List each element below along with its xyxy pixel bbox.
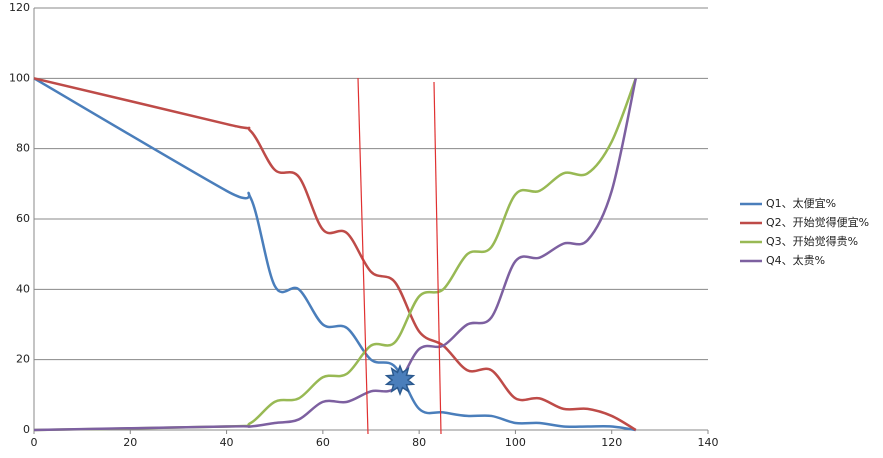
line-series xyxy=(33,77,637,432)
legend-label: Q1、太便宜% xyxy=(766,196,836,210)
y-tick-label: 120 xyxy=(9,1,30,14)
intersection-star xyxy=(384,363,416,397)
x-tick-label: 20 xyxy=(123,436,137,449)
x-tick-label: 140 xyxy=(698,436,719,449)
legend-label: Q3、开始觉得贵% xyxy=(766,234,858,248)
y-tick-label: 40 xyxy=(16,282,30,295)
x-tick-label: 120 xyxy=(601,436,622,449)
y-tick-label: 0 xyxy=(23,423,30,436)
marker-line xyxy=(433,81,442,435)
y-tick-label: 20 xyxy=(16,353,30,366)
x-tick-label: 40 xyxy=(220,436,234,449)
y-tick-label: 100 xyxy=(9,71,30,84)
y-tick-label: 80 xyxy=(16,142,30,155)
x-tick-label: 100 xyxy=(505,436,526,449)
legend-label: Q2、开始觉得便宜% xyxy=(766,215,869,229)
marker-line xyxy=(357,77,369,435)
legend-label: Q4、太贵% xyxy=(766,254,825,267)
x-tick-label: 80 xyxy=(412,436,426,449)
x-tick-label: 0 xyxy=(31,436,38,449)
y-tick-label: 60 xyxy=(16,212,30,225)
line-series xyxy=(33,78,638,432)
annotations xyxy=(357,77,442,435)
x-tick-label: 60 xyxy=(316,436,330,449)
